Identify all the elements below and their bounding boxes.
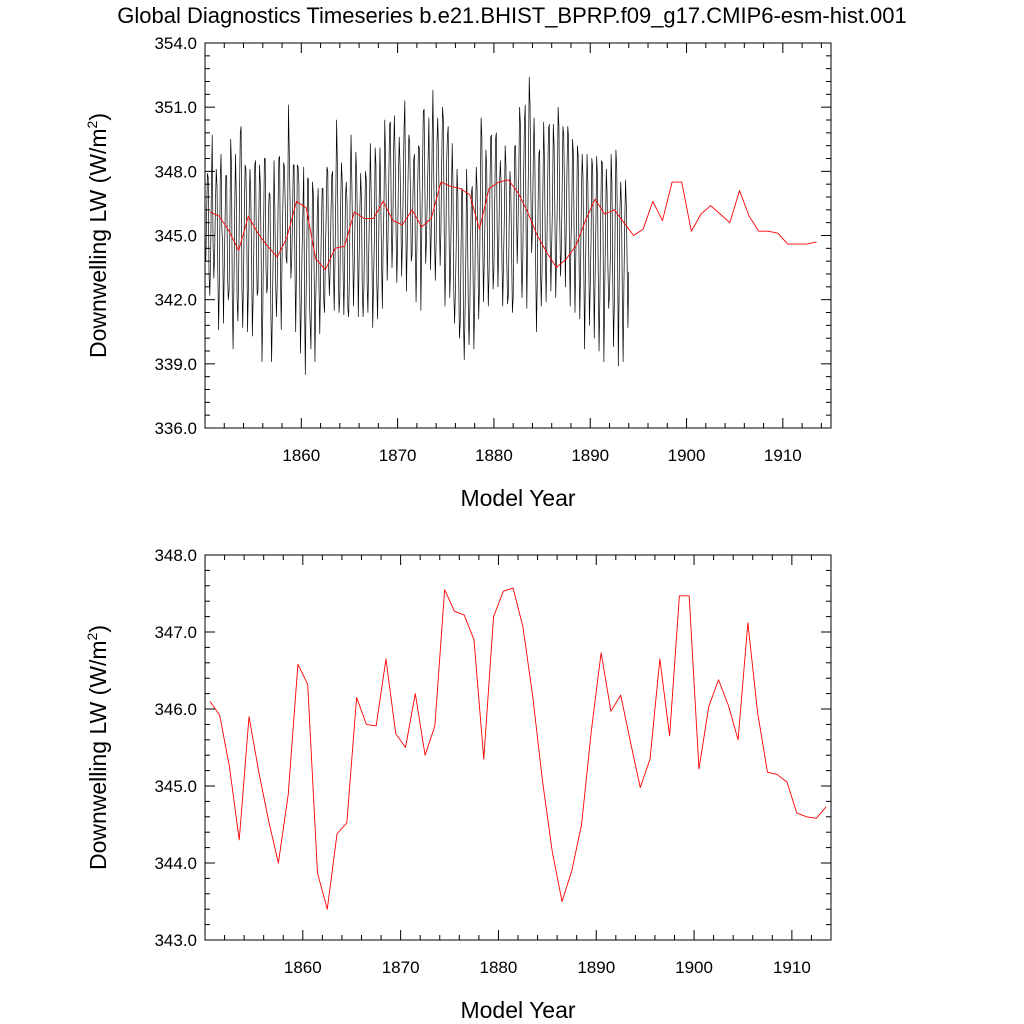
monthly-line (204, 76, 630, 375)
y-axis-title-superscript: 2 (84, 632, 100, 640)
x-tick-label: 1860 (282, 446, 320, 465)
annual-mean-line (209, 587, 827, 910)
y-tick-label: 339.0 (154, 355, 197, 374)
y-axis-title: Downwelling LW (W/m2) (84, 113, 111, 358)
x-tick-label: 1910 (773, 958, 811, 977)
x-tick-label: 1880 (475, 446, 513, 465)
y-tick-label: 342.0 (154, 291, 197, 310)
y-tick-label: 343.0 (154, 931, 197, 950)
annual-mean-line (209, 179, 817, 271)
x-axis-title: Model Year (460, 997, 575, 1023)
top-chart-panel: 1860 1870 1880 1890 1900 1910 336.0 339.0 342.0 3… (84, 34, 832, 511)
y-tick-label: 345.0 (154, 777, 197, 796)
y-tick-label: 345.0 (154, 227, 197, 246)
y-tick-label: 347.0 (154, 623, 197, 642)
x-tick-label: 1890 (571, 446, 609, 465)
y-tick-label: 351.0 (154, 98, 197, 117)
y-axis-title-close: ) (85, 113, 111, 121)
bottom-chart-panel: 1860 1870 1880 1890 1900 1910 343.0 344.0 345.0 3… (84, 546, 832, 1023)
y-tick-label: 348.0 (154, 546, 197, 565)
y-axis-title-superscript: 2 (84, 120, 100, 128)
x-tick-label: 1890 (577, 958, 615, 977)
x-tick-label: 1900 (675, 958, 713, 977)
page-title: Global Diagnostics Timeseries b.e21.BHIS… (117, 3, 907, 28)
x-tick-label: 1870 (379, 446, 417, 465)
y-tick-label: 336.0 (154, 419, 197, 438)
y-tick-label: 344.0 (154, 854, 197, 873)
x-tick-label: 1860 (284, 958, 322, 977)
y-axis-title: Downwelling LW (W/m2) (84, 625, 111, 870)
x-axis-title: Model Year (460, 485, 575, 511)
x-tick-label: 1910 (764, 446, 802, 465)
x-tick-label: 1880 (480, 958, 518, 977)
y-tick-label: 354.0 (154, 34, 197, 53)
y-axis-title-close: ) (85, 625, 111, 633)
x-tick-label: 1870 (382, 958, 420, 977)
y-tick-label: 346.0 (154, 700, 197, 719)
x-tick-label: 1900 (668, 446, 706, 465)
y-tick-label: 348.0 (154, 162, 197, 181)
plot-frame (204, 554, 832, 941)
y-axis-title-text: Downwelling LW (W/m (85, 128, 111, 358)
y-axis-title-text: Downwelling LW (W/m (85, 640, 111, 870)
